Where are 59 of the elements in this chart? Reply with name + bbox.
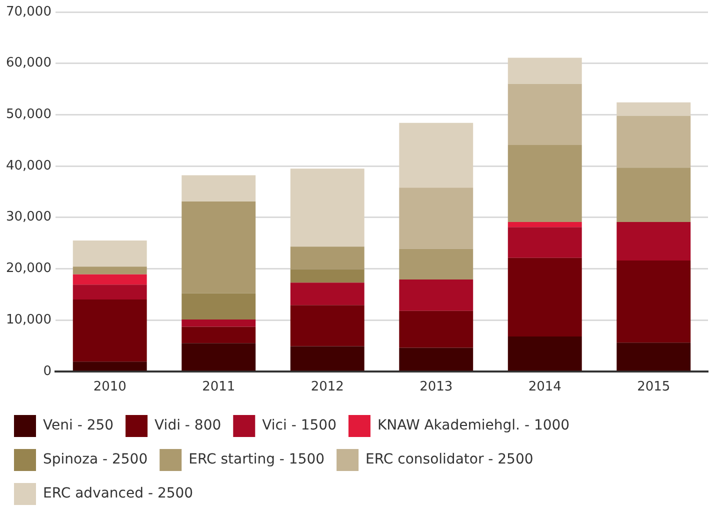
x-tick-label: 2012: [310, 380, 344, 395]
bar: [290, 168, 364, 247]
y-tick-label: 20,000: [6, 261, 52, 276]
x-tick-label: 2010: [93, 380, 126, 395]
bar: [508, 336, 582, 371]
bar: [290, 305, 364, 346]
bar: [72, 266, 147, 274]
bar: [616, 342, 691, 371]
bar: [399, 188, 474, 249]
legend-label: ERC advanced - 2500: [43, 486, 194, 502]
bar: [616, 116, 691, 168]
y-tick-label: 10,000: [6, 312, 52, 328]
bar: [72, 362, 147, 371]
bar: [616, 260, 691, 343]
bar: [508, 222, 582, 228]
bar: [182, 201, 256, 294]
bar: [72, 274, 147, 285]
bar: [72, 284, 147, 300]
bar: [182, 320, 256, 327]
legend-label: ERC consolidator - 2500: [366, 452, 534, 468]
x-tick-label: 2014: [528, 380, 562, 395]
bar: [290, 282, 364, 306]
bar: [182, 343, 256, 371]
bar: [290, 346, 364, 371]
x-tick-label: 2011: [202, 380, 236, 395]
bar: [399, 279, 474, 311]
bar: [508, 58, 582, 84]
legend-label: ERC starting - 1500: [188, 452, 325, 468]
legend-label: Vici - 1500: [262, 418, 336, 434]
bar: [399, 348, 474, 371]
bar: [290, 246, 364, 270]
y-tick-label: 0: [43, 364, 52, 379]
bar: [182, 175, 256, 202]
legend-label: KNAW Akademiehgl. - 1000: [377, 418, 570, 434]
x-tick-label: 2013: [420, 380, 453, 395]
y-tick-label: 70,000: [6, 4, 52, 20]
bar: [508, 258, 582, 336]
bar: [399, 310, 474, 348]
y-tick-label: 30,000: [6, 210, 52, 225]
bar: [508, 144, 582, 222]
y-tick-label: 50,000: [6, 107, 52, 122]
bar: [72, 300, 147, 362]
bar: [508, 227, 582, 258]
bar: [72, 240, 147, 267]
bar: [616, 168, 691, 222]
legend-label: Vidi - 800: [154, 418, 222, 434]
bar: [182, 326, 256, 344]
y-tick-label: 60,000: [6, 56, 52, 71]
bar: [399, 248, 474, 280]
bar: [616, 102, 691, 116]
legend-label: Veni - 250: [43, 418, 114, 434]
bar: [616, 222, 691, 260]
legend-label: Spinoza - 2500: [43, 452, 148, 468]
bar: [508, 84, 582, 145]
bar: [182, 293, 256, 320]
bar: [290, 269, 364, 283]
x-tick-label: 2015: [637, 380, 670, 395]
bar: [399, 122, 474, 188]
y-tick-label: 40,000: [6, 158, 52, 174]
